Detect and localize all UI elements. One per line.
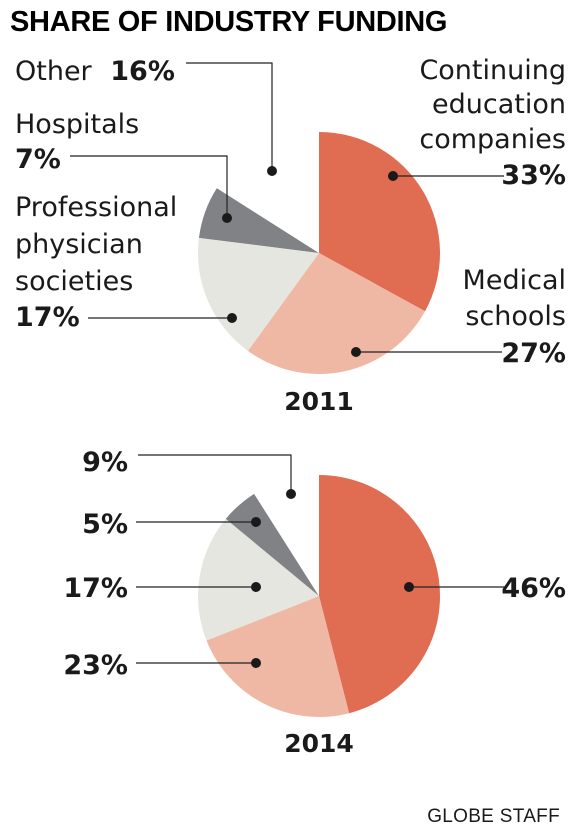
dot-hospitals-2011: [222, 213, 232, 223]
dot-professional-2014: [251, 582, 261, 592]
slice-continuing-education-2014: [319, 475, 441, 714]
year-label-2011: 2011: [284, 387, 354, 416]
chart-title: SHARE OF INDUSTRY FUNDING: [10, 6, 447, 38]
slice-continuing-education-2011: [319, 132, 440, 312]
label-medical-line1: Medical: [463, 265, 566, 296]
dot-other-2014: [286, 489, 296, 499]
label-medical-line2: schools: [465, 301, 566, 332]
year-label-2014: 2014: [284, 729, 354, 758]
label-continuing-value: 33%: [501, 160, 566, 191]
label-hospitals-name: Hospitals: [15, 109, 139, 140]
label-hospitals-value-2014: 5%: [82, 509, 128, 540]
leader-hospitals-2011: [70, 155, 228, 218]
label-continuing-value-2014: 46%: [501, 573, 566, 604]
label-other-value-2014: 9%: [82, 447, 128, 478]
label-other-name: Other: [15, 56, 93, 87]
label-medical-value: 27%: [501, 338, 566, 369]
label-continuing-line3: companies: [419, 124, 566, 155]
dot-medical-2011: [351, 347, 361, 357]
dot-professional-2011: [227, 313, 237, 323]
label-professional-line2: physician: [15, 229, 143, 260]
leader-other-2011: [186, 62, 273, 170]
slice-professional-societies-2014: [198, 518, 319, 641]
dot-medical-2014: [251, 658, 261, 668]
label-other-value: 16%: [110, 56, 175, 87]
slice-other-2011: [216, 132, 319, 253]
label-professional-line1: Professional: [15, 192, 177, 223]
label-continuing-line1: Continuing: [419, 55, 566, 86]
credit-line: GLOBE STAFF: [427, 806, 560, 827]
label-professional-line3: societies: [15, 266, 133, 297]
pie-2011: [197, 132, 440, 374]
label-professional-value-2014: 17%: [63, 573, 128, 604]
label-continuing-line2: education: [432, 89, 566, 120]
label-medical-value-2014: 23%: [63, 650, 128, 681]
label-other-2011: Other 16%: [15, 56, 175, 87]
slice-hospitals-2014: [225, 493, 319, 596]
pie-2014: [198, 475, 441, 717]
slice-professional-societies-2011: [197, 237, 319, 351]
dot-continuing-2011: [388, 171, 398, 181]
leader-other-2014: [138, 454, 292, 493]
label-professional-value: 17%: [15, 302, 80, 333]
dot-hospitals-2014: [251, 517, 261, 527]
slice-hospitals-2011: [198, 188, 319, 253]
slice-medical-schools-2011: [247, 253, 426, 374]
slice-medical-schools-2014: [206, 596, 350, 717]
label-hospitals-value: 7%: [15, 144, 61, 175]
dot-other-2011: [267, 166, 277, 176]
slice-other-2014: [254, 475, 319, 596]
dot-continuing-2014: [404, 582, 414, 592]
